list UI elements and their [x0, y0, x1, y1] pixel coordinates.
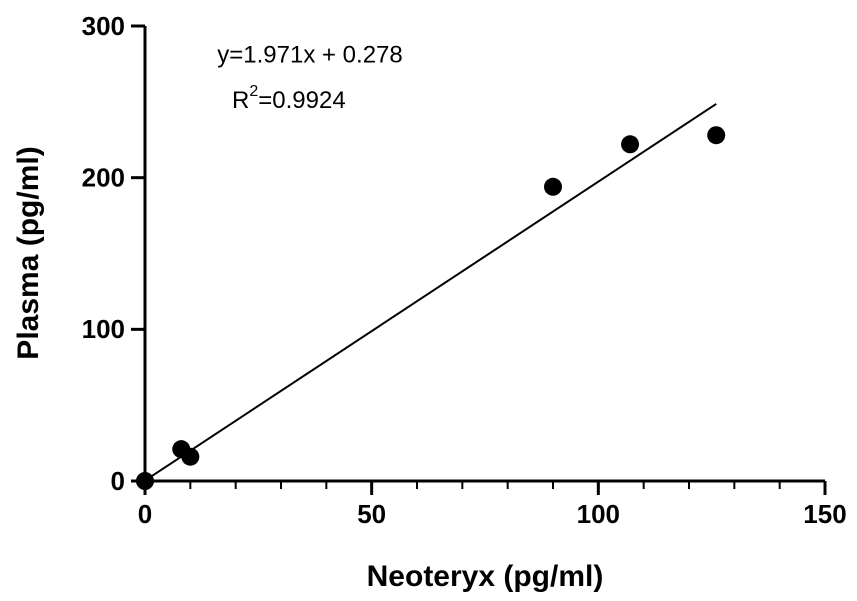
y-tick-label: 100 [82, 314, 125, 344]
r-squared-sup: 2 [249, 83, 258, 100]
r-squared-value: =0.9924 [258, 87, 345, 114]
point [544, 177, 562, 196]
point [136, 472, 154, 490]
x-tick-label: 0 [138, 499, 152, 529]
x-tick-label: 100 [577, 499, 620, 529]
point [181, 447, 200, 466]
r-squared: R2=0.9924 [232, 83, 346, 114]
point [707, 126, 726, 145]
equation: y=1.971x + 0.278 [217, 41, 402, 68]
y-tick-label: 300 [82, 11, 125, 41]
x-tick-label: 150 [803, 499, 846, 529]
x-axis-title: Neoteryx (pg/ml) [367, 560, 604, 593]
r-squared-base: R [232, 87, 249, 114]
y-tick-label: 200 [82, 163, 125, 193]
x-tick-label: 50 [357, 499, 386, 529]
y-tick-label: 0 [111, 466, 125, 496]
y-axis-title: Plasma (pg/ml) [12, 146, 45, 359]
fit-line [144, 103, 717, 482]
point [621, 135, 640, 154]
